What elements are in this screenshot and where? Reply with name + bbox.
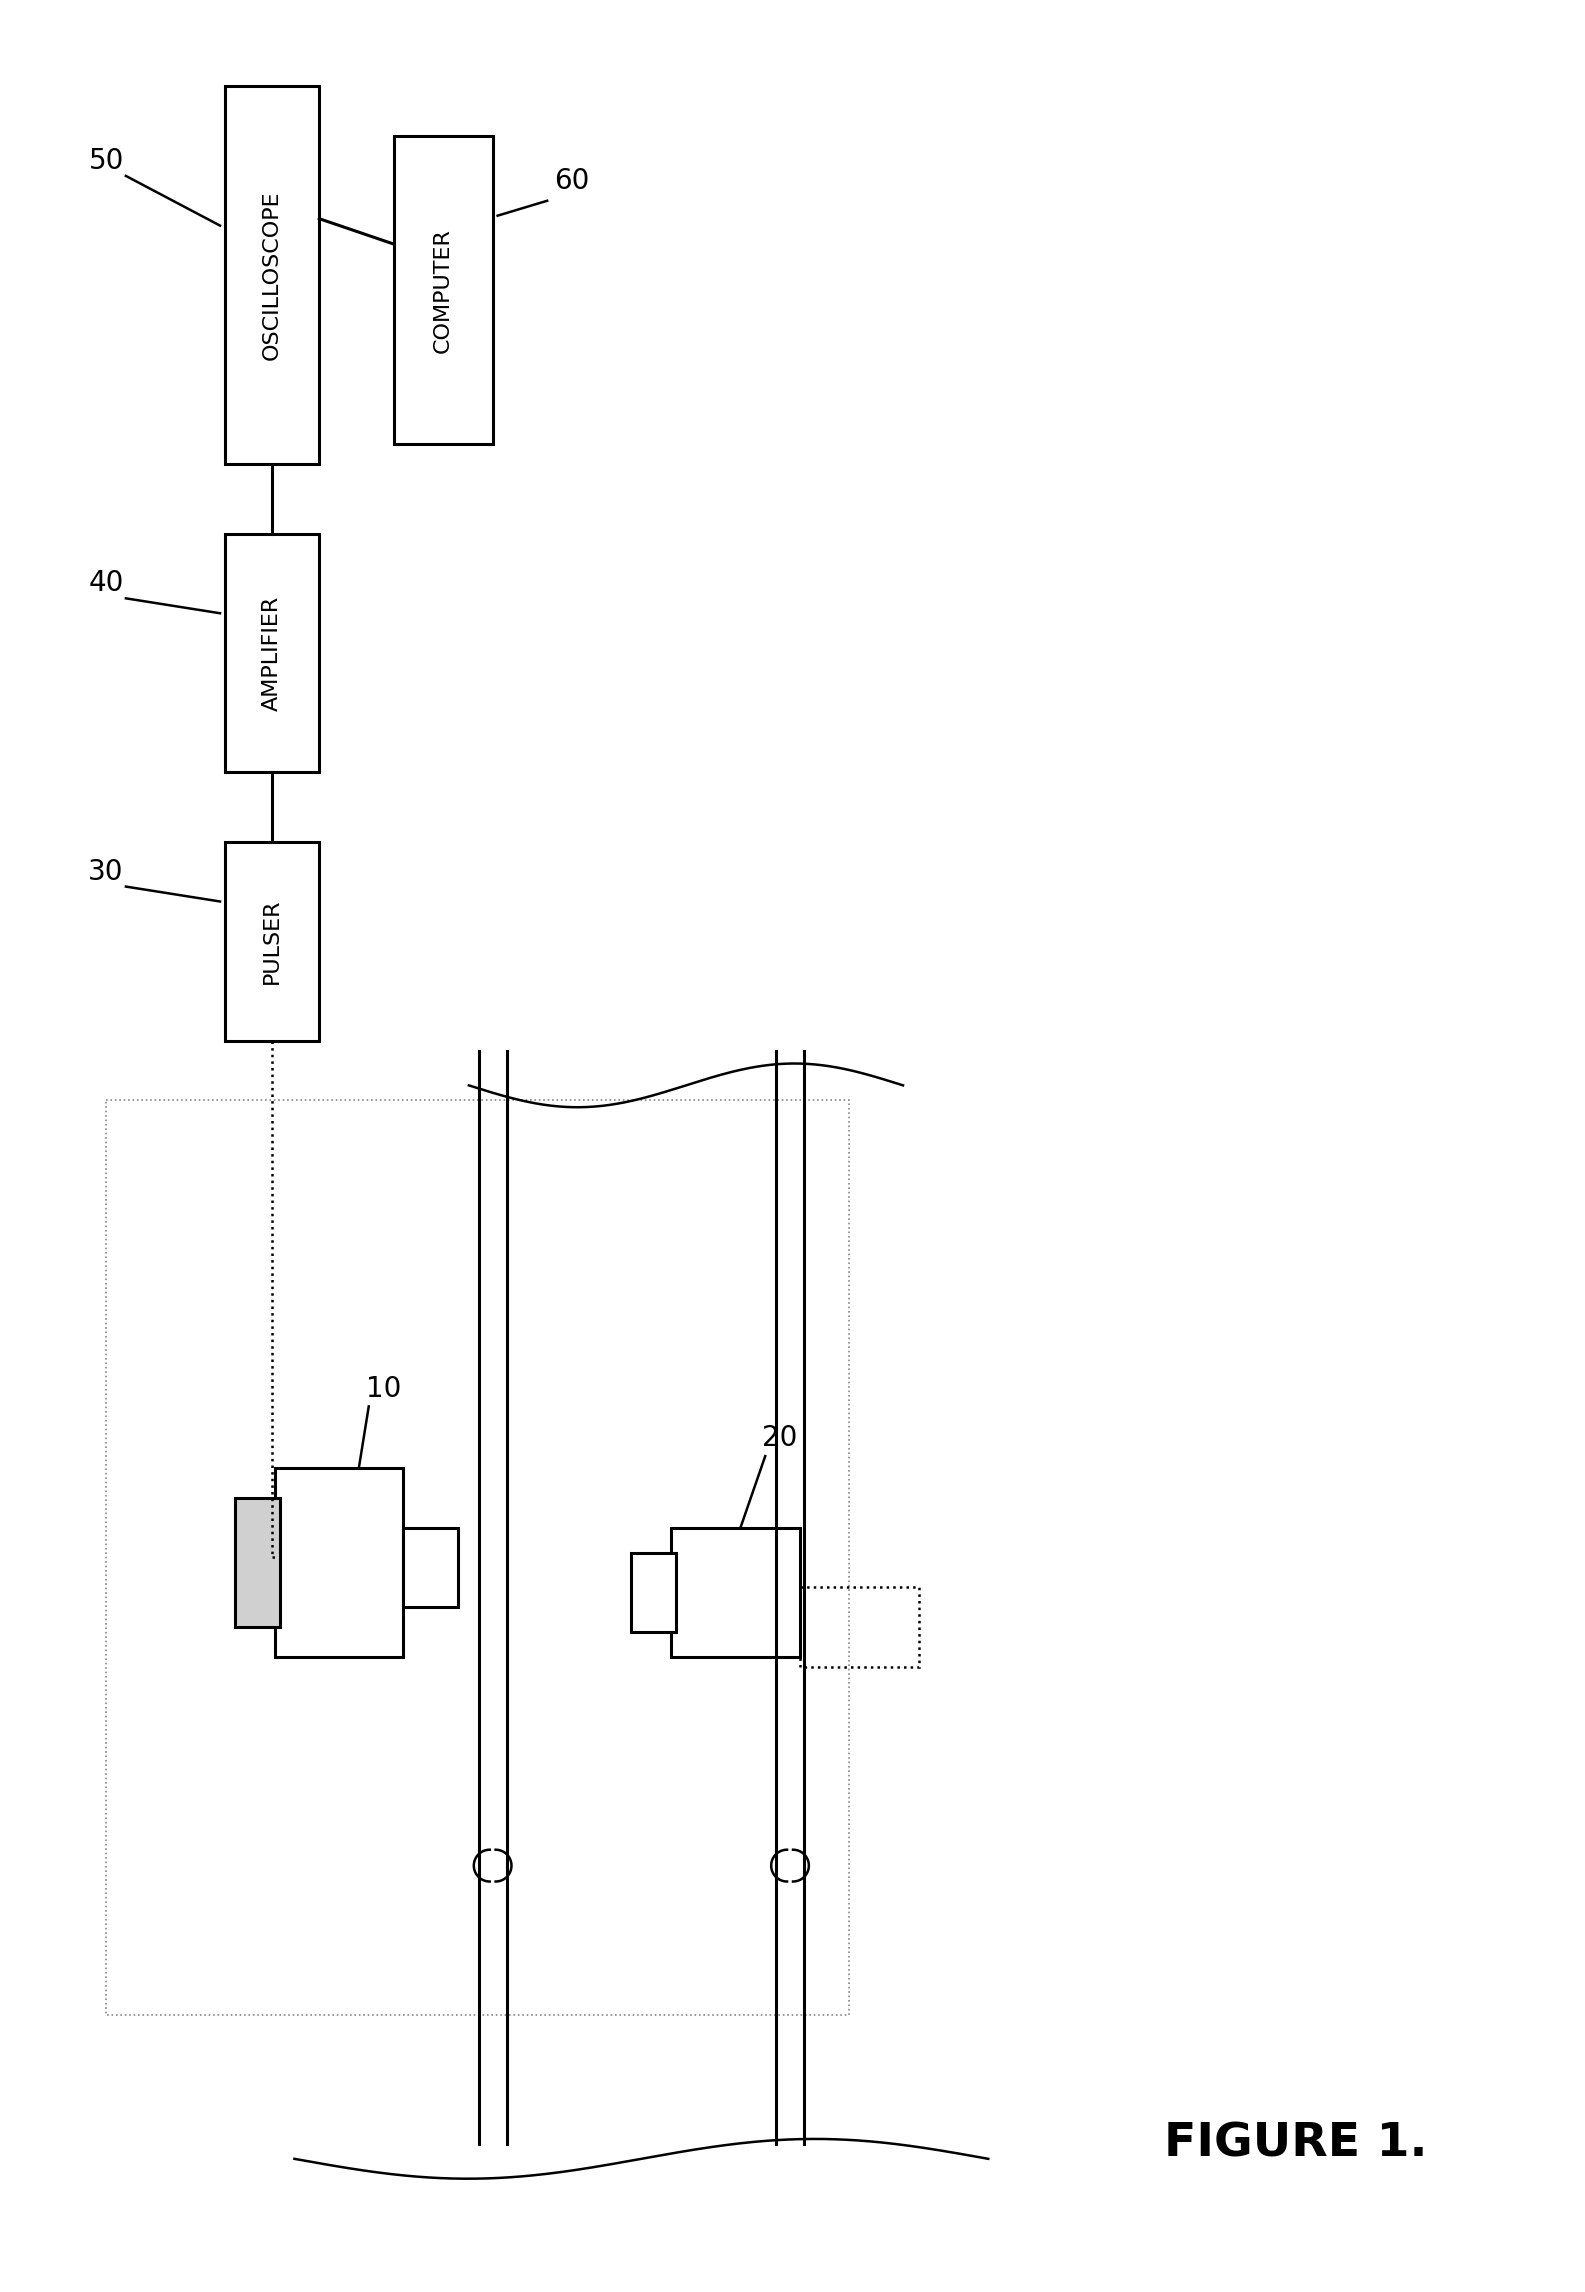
Bar xyxy=(106,1100,850,2015)
Bar xyxy=(404,1529,458,1607)
Bar xyxy=(225,87,319,465)
Text: 30: 30 xyxy=(89,857,124,885)
Bar xyxy=(235,1499,279,1627)
Text: OSCILLOSCOPE: OSCILLOSCOPE xyxy=(262,190,282,360)
Text: 60: 60 xyxy=(555,167,590,195)
Text: PULSER: PULSER xyxy=(262,898,282,983)
Text: 50: 50 xyxy=(89,147,124,174)
Text: COMPUTER: COMPUTER xyxy=(433,227,453,353)
Bar xyxy=(631,1552,677,1632)
Text: AMPLIFIER: AMPLIFIER xyxy=(262,596,282,711)
Bar xyxy=(274,1469,404,1657)
Bar xyxy=(800,1588,919,1666)
Text: 40: 40 xyxy=(89,568,124,598)
Bar xyxy=(393,135,493,445)
Text: 20: 20 xyxy=(762,1423,797,1453)
Bar xyxy=(225,841,319,1041)
Text: 10: 10 xyxy=(366,1375,401,1403)
Text: FIGURE 1.: FIGURE 1. xyxy=(1163,2122,1428,2166)
Bar xyxy=(670,1529,800,1657)
Bar xyxy=(225,534,319,772)
